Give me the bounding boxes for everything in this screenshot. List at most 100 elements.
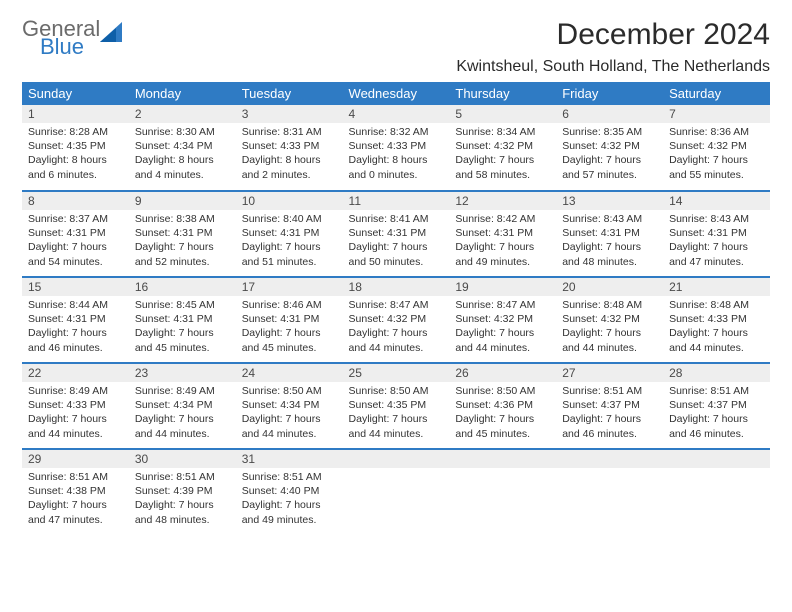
calendar-cell	[663, 449, 770, 535]
calendar-body: 1Sunrise: 8:28 AMSunset: 4:35 PMDaylight…	[22, 105, 770, 535]
day-number: 16	[129, 278, 236, 296]
calendar-cell: 16Sunrise: 8:45 AMSunset: 4:31 PMDayligh…	[129, 277, 236, 363]
day-number: 29	[22, 450, 129, 468]
day-body: Sunrise: 8:51 AMSunset: 4:38 PMDaylight:…	[22, 468, 129, 531]
calendar-cell: 22Sunrise: 8:49 AMSunset: 4:33 PMDayligh…	[22, 363, 129, 449]
calendar-cell: 28Sunrise: 8:51 AMSunset: 4:37 PMDayligh…	[663, 363, 770, 449]
day-body: Sunrise: 8:47 AMSunset: 4:32 PMDaylight:…	[449, 296, 556, 359]
day-number: 15	[22, 278, 129, 296]
calendar-page: General Blue December 2024 Kwintsheul, S…	[0, 0, 792, 535]
day-number: 9	[129, 192, 236, 210]
calendar-cell: 21Sunrise: 8:48 AMSunset: 4:33 PMDayligh…	[663, 277, 770, 363]
calendar-cell: 30Sunrise: 8:51 AMSunset: 4:39 PMDayligh…	[129, 449, 236, 535]
day-body: Sunrise: 8:49 AMSunset: 4:33 PMDaylight:…	[22, 382, 129, 445]
day-number: 7	[663, 105, 770, 123]
calendar-cell: 11Sunrise: 8:41 AMSunset: 4:31 PMDayligh…	[343, 191, 450, 277]
day-number	[343, 450, 450, 468]
day-number: 2	[129, 105, 236, 123]
day-body: Sunrise: 8:41 AMSunset: 4:31 PMDaylight:…	[343, 210, 450, 273]
day-number: 1	[22, 105, 129, 123]
calendar-cell: 9Sunrise: 8:38 AMSunset: 4:31 PMDaylight…	[129, 191, 236, 277]
day-number: 21	[663, 278, 770, 296]
calendar-week: 29Sunrise: 8:51 AMSunset: 4:38 PMDayligh…	[22, 449, 770, 535]
day-number: 27	[556, 364, 663, 382]
day-body: Sunrise: 8:43 AMSunset: 4:31 PMDaylight:…	[556, 210, 663, 273]
day-body: Sunrise: 8:50 AMSunset: 4:34 PMDaylight:…	[236, 382, 343, 445]
calendar-cell: 19Sunrise: 8:47 AMSunset: 4:32 PMDayligh…	[449, 277, 556, 363]
day-body: Sunrise: 8:28 AMSunset: 4:35 PMDaylight:…	[22, 123, 129, 186]
day-body: Sunrise: 8:51 AMSunset: 4:40 PMDaylight:…	[236, 468, 343, 531]
day-body: Sunrise: 8:31 AMSunset: 4:33 PMDaylight:…	[236, 123, 343, 186]
calendar-cell: 1Sunrise: 8:28 AMSunset: 4:35 PMDaylight…	[22, 105, 129, 191]
day-body: Sunrise: 8:37 AMSunset: 4:31 PMDaylight:…	[22, 210, 129, 273]
calendar-cell	[343, 449, 450, 535]
calendar-week: 8Sunrise: 8:37 AMSunset: 4:31 PMDaylight…	[22, 191, 770, 277]
col-wednesday: Wednesday	[343, 82, 450, 105]
day-body: Sunrise: 8:42 AMSunset: 4:31 PMDaylight:…	[449, 210, 556, 273]
day-body: Sunrise: 8:50 AMSunset: 4:35 PMDaylight:…	[343, 382, 450, 445]
col-tuesday: Tuesday	[236, 82, 343, 105]
calendar-table: Sunday Monday Tuesday Wednesday Thursday…	[22, 82, 770, 535]
day-body: Sunrise: 8:45 AMSunset: 4:31 PMDaylight:…	[129, 296, 236, 359]
calendar-cell: 15Sunrise: 8:44 AMSunset: 4:31 PMDayligh…	[22, 277, 129, 363]
day-number: 24	[236, 364, 343, 382]
day-number	[449, 450, 556, 468]
day-body	[556, 468, 663, 474]
calendar-cell	[556, 449, 663, 535]
calendar-cell: 31Sunrise: 8:51 AMSunset: 4:40 PMDayligh…	[236, 449, 343, 535]
calendar-cell	[449, 449, 556, 535]
calendar-cell: 6Sunrise: 8:35 AMSunset: 4:32 PMDaylight…	[556, 105, 663, 191]
day-number	[663, 450, 770, 468]
day-number: 11	[343, 192, 450, 210]
calendar-cell: 27Sunrise: 8:51 AMSunset: 4:37 PMDayligh…	[556, 363, 663, 449]
calendar-cell: 25Sunrise: 8:50 AMSunset: 4:35 PMDayligh…	[343, 363, 450, 449]
calendar-cell: 10Sunrise: 8:40 AMSunset: 4:31 PMDayligh…	[236, 191, 343, 277]
day-body: Sunrise: 8:49 AMSunset: 4:34 PMDaylight:…	[129, 382, 236, 445]
calendar-week: 15Sunrise: 8:44 AMSunset: 4:31 PMDayligh…	[22, 277, 770, 363]
calendar-cell: 17Sunrise: 8:46 AMSunset: 4:31 PMDayligh…	[236, 277, 343, 363]
day-body: Sunrise: 8:48 AMSunset: 4:32 PMDaylight:…	[556, 296, 663, 359]
header: General Blue December 2024 Kwintsheul, S…	[22, 18, 770, 76]
calendar-cell: 7Sunrise: 8:36 AMSunset: 4:32 PMDaylight…	[663, 105, 770, 191]
day-body: Sunrise: 8:35 AMSunset: 4:32 PMDaylight:…	[556, 123, 663, 186]
col-friday: Friday	[556, 82, 663, 105]
day-body: Sunrise: 8:50 AMSunset: 4:36 PMDaylight:…	[449, 382, 556, 445]
title-block: December 2024 Kwintsheul, South Holland,…	[456, 18, 770, 76]
brand-sail-icon	[100, 22, 126, 49]
day-body	[449, 468, 556, 474]
calendar-cell: 13Sunrise: 8:43 AMSunset: 4:31 PMDayligh…	[556, 191, 663, 277]
day-number: 19	[449, 278, 556, 296]
day-number: 18	[343, 278, 450, 296]
calendar-cell: 8Sunrise: 8:37 AMSunset: 4:31 PMDaylight…	[22, 191, 129, 277]
day-body: Sunrise: 8:48 AMSunset: 4:33 PMDaylight:…	[663, 296, 770, 359]
day-number: 26	[449, 364, 556, 382]
calendar-cell: 5Sunrise: 8:34 AMSunset: 4:32 PMDaylight…	[449, 105, 556, 191]
calendar-cell: 2Sunrise: 8:30 AMSunset: 4:34 PMDaylight…	[129, 105, 236, 191]
calendar-cell: 12Sunrise: 8:42 AMSunset: 4:31 PMDayligh…	[449, 191, 556, 277]
day-body	[343, 468, 450, 474]
brand-text: General Blue	[22, 18, 100, 58]
calendar-cell: 3Sunrise: 8:31 AMSunset: 4:33 PMDaylight…	[236, 105, 343, 191]
day-number: 8	[22, 192, 129, 210]
day-number: 13	[556, 192, 663, 210]
day-body: Sunrise: 8:51 AMSunset: 4:39 PMDaylight:…	[129, 468, 236, 531]
day-body: Sunrise: 8:32 AMSunset: 4:33 PMDaylight:…	[343, 123, 450, 186]
calendar-week: 1Sunrise: 8:28 AMSunset: 4:35 PMDaylight…	[22, 105, 770, 191]
day-number: 4	[343, 105, 450, 123]
day-number: 28	[663, 364, 770, 382]
calendar-cell: 14Sunrise: 8:43 AMSunset: 4:31 PMDayligh…	[663, 191, 770, 277]
day-body	[663, 468, 770, 474]
calendar-header-row: Sunday Monday Tuesday Wednesday Thursday…	[22, 82, 770, 105]
location-text: Kwintsheul, South Holland, The Netherlan…	[456, 58, 770, 76]
day-number: 22	[22, 364, 129, 382]
day-body: Sunrise: 8:36 AMSunset: 4:32 PMDaylight:…	[663, 123, 770, 186]
day-body: Sunrise: 8:34 AMSunset: 4:32 PMDaylight:…	[449, 123, 556, 186]
day-number: 14	[663, 192, 770, 210]
calendar-cell: 24Sunrise: 8:50 AMSunset: 4:34 PMDayligh…	[236, 363, 343, 449]
day-number: 20	[556, 278, 663, 296]
calendar-cell: 4Sunrise: 8:32 AMSunset: 4:33 PMDaylight…	[343, 105, 450, 191]
day-body: Sunrise: 8:40 AMSunset: 4:31 PMDaylight:…	[236, 210, 343, 273]
day-number: 17	[236, 278, 343, 296]
col-sunday: Sunday	[22, 82, 129, 105]
day-number: 31	[236, 450, 343, 468]
